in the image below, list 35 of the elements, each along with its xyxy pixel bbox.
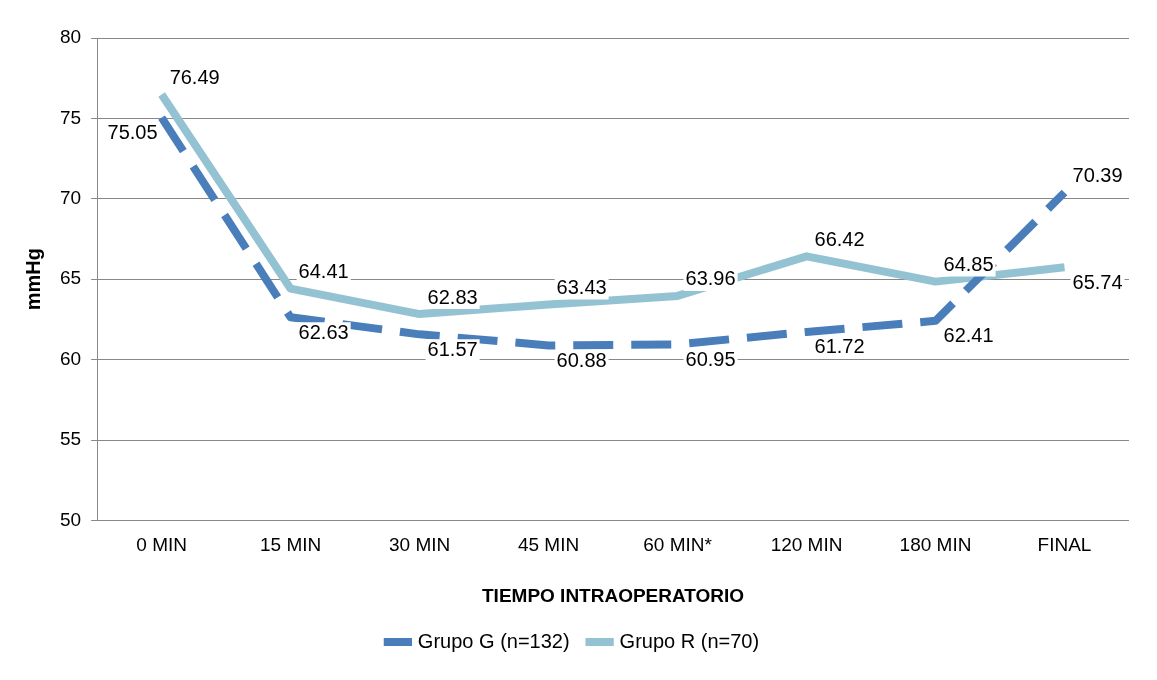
data-label: 66.42 — [814, 227, 865, 250]
data-label: 61.72 — [814, 335, 865, 358]
data-label: 70.39 — [1072, 164, 1123, 187]
x-tick-label: 0 MIN — [136, 534, 187, 556]
y-tick-label: 55 — [59, 428, 82, 450]
x-tick-label: FINAL — [1037, 534, 1092, 556]
x-tick-label: 45 MIN — [517, 534, 580, 556]
data-label: 75.05 — [107, 121, 158, 144]
y-tick-label: 70 — [59, 187, 82, 209]
x-tick-label: 180 MIN — [899, 534, 972, 556]
y-tick-label: 65 — [59, 267, 82, 289]
data-label: 76.49 — [169, 65, 220, 88]
x-tick-label: 120 MIN — [770, 534, 843, 556]
data-label: 60.95 — [685, 347, 736, 370]
y-tick-label: 80 — [59, 26, 82, 48]
x-tick-label: 30 MIN — [388, 534, 451, 556]
y-tick-label: 75 — [59, 106, 82, 128]
y-tick-label: 60 — [59, 347, 82, 369]
data-label: 64.41 — [298, 260, 349, 283]
data-label: 65.74 — [1072, 270, 1123, 293]
data-label: 64.85 — [943, 253, 994, 276]
x-axis-title: TIEMPO INTRAOPERATORIO — [482, 584, 745, 606]
data-label: 60.88 — [556, 348, 607, 371]
legend-label: Grupo R (n=70) — [619, 629, 760, 652]
x-tick-label: 60 MIN* — [643, 534, 713, 556]
y-tick-label: 50 — [59, 508, 82, 530]
x-tick-label: 15 MIN — [259, 534, 322, 556]
y-axis-title: mmHg — [21, 248, 44, 311]
data-label: 62.41 — [943, 324, 994, 347]
data-label: 61.57 — [427, 337, 478, 360]
legend-label: Grupo G (n=132) — [417, 629, 570, 652]
data-label: 62.63 — [298, 320, 349, 343]
data-label: 62.83 — [427, 285, 478, 308]
data-label: 63.43 — [556, 275, 607, 298]
data-label: 63.96 — [685, 267, 736, 290]
